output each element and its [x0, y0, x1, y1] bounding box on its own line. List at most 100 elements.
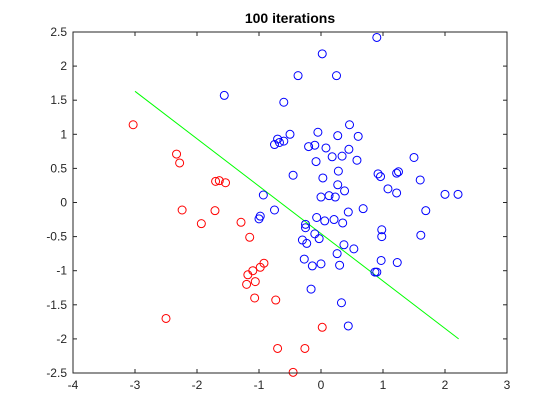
data-point	[172, 149, 182, 159]
x-tick-label: 0	[318, 378, 325, 392]
data-point	[336, 298, 346, 308]
y-tick-label: 0.5	[50, 161, 67, 175]
series-1	[128, 120, 327, 377]
data-point	[340, 186, 350, 196]
data-point	[302, 238, 312, 248]
data-point	[273, 343, 283, 353]
data-point	[242, 279, 252, 289]
data-point	[320, 216, 330, 226]
y-tick-label: 1	[60, 127, 67, 141]
data-layer	[128, 32, 463, 377]
data-point	[339, 240, 349, 250]
data-point	[337, 151, 347, 161]
data-point	[332, 71, 341, 81]
data-point	[214, 176, 224, 186]
x-tick-label: -4	[68, 378, 79, 392]
y-tick-label: -1.5	[46, 298, 67, 312]
data-point	[370, 267, 380, 277]
data-point	[274, 137, 284, 147]
data-point	[409, 152, 419, 162]
data-point	[338, 218, 348, 228]
data-point	[293, 71, 303, 81]
data-point	[311, 157, 321, 167]
data-point	[285, 129, 295, 139]
data-point	[307, 261, 317, 271]
data-point	[313, 127, 323, 137]
data-point	[333, 131, 343, 141]
data-point	[288, 170, 298, 180]
data-point	[394, 167, 403, 177]
data-point	[161, 313, 171, 323]
y-axis-ticks: -2.5 -2 -1.5 -1 -0.5 0 0.5 1 1.5 2 2.5	[46, 25, 507, 380]
data-point	[352, 155, 362, 165]
y-tick-label: 2.5	[50, 25, 67, 39]
data-point	[317, 49, 327, 59]
series-0	[219, 32, 463, 331]
data-point	[329, 215, 339, 225]
data-point	[353, 131, 363, 141]
data-point	[335, 260, 345, 270]
y-tick-label: -1	[56, 264, 67, 278]
x-axis-ticks: -4 -3 -2 -1 0 1 2 3	[68, 32, 511, 392]
y-tick-label: -2.5	[46, 366, 67, 380]
data-point	[279, 136, 289, 146]
data-point	[358, 204, 368, 214]
chart-title: 100 iterations	[245, 10, 335, 26]
data-point	[299, 254, 309, 264]
data-point	[196, 219, 206, 229]
x-tick-label: 2	[442, 378, 449, 392]
data-point	[250, 277, 260, 287]
data-point	[210, 206, 220, 216]
data-point	[306, 284, 316, 294]
data-point	[128, 120, 138, 130]
data-point	[349, 244, 359, 254]
data-point	[392, 188, 402, 198]
data-point	[250, 293, 260, 303]
data-point	[421, 206, 431, 216]
data-point	[279, 97, 289, 107]
axes-background	[73, 32, 507, 373]
data-point	[344, 144, 354, 154]
data-point	[373, 169, 383, 179]
data-point	[333, 166, 343, 176]
data-point	[415, 175, 425, 185]
data-point	[332, 249, 342, 259]
x-tick-label: -3	[130, 378, 141, 392]
data-point	[254, 214, 264, 224]
data-point	[177, 205, 187, 215]
data-point	[304, 142, 314, 152]
x-tick-label: -2	[192, 378, 203, 392]
data-point	[211, 176, 221, 186]
data-point	[312, 213, 322, 223]
x-tick-label: 3	[504, 378, 511, 392]
data-point	[270, 140, 279, 150]
data-point	[376, 255, 386, 265]
data-point	[255, 262, 265, 272]
data-point	[330, 192, 340, 202]
data-point	[219, 90, 229, 100]
decision-line	[134, 90, 459, 340]
data-point	[383, 184, 393, 194]
data-point	[316, 192, 326, 202]
data-point	[175, 158, 185, 168]
data-point	[327, 152, 337, 162]
data-point	[301, 219, 310, 229]
y-tick-label: 1.5	[50, 93, 67, 107]
data-point	[416, 230, 426, 240]
data-point	[270, 205, 279, 215]
data-point	[345, 120, 355, 130]
data-point	[316, 259, 326, 269]
data-point	[245, 232, 255, 242]
data-point	[392, 168, 402, 178]
data-point	[288, 367, 298, 377]
data-point	[300, 343, 310, 353]
x-tick-label: 1	[380, 378, 387, 392]
data-point	[440, 189, 450, 199]
y-tick-label: 0	[60, 196, 67, 210]
data-point	[377, 232, 387, 242]
data-point	[392, 258, 402, 268]
x-tick-label: -1	[254, 378, 265, 392]
data-point	[343, 321, 353, 331]
